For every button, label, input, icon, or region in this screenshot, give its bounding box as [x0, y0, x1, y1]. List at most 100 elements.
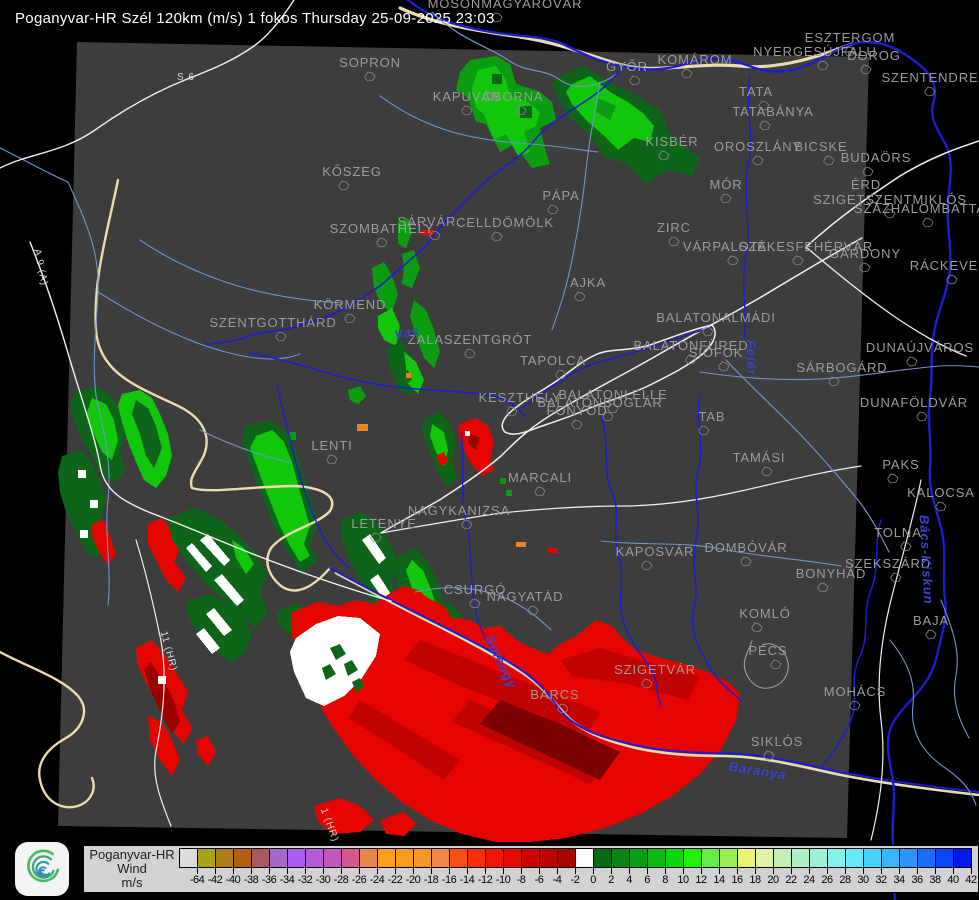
radar-echo [348, 700, 460, 780]
city-label: TAMÁSI [733, 450, 786, 465]
settlement-outline [668, 236, 680, 247]
radar-echo [92, 520, 116, 566]
stream-se-1 [889, 639, 977, 806]
legend-tick [881, 868, 882, 874]
city-label: RÁCKEVE [910, 258, 978, 273]
settlement-outline [718, 361, 730, 372]
legend-cell [233, 848, 252, 868]
legend-tick [395, 868, 396, 874]
radar-echo [86, 398, 118, 460]
settlement-outline [685, 354, 697, 365]
city-label: KÖRMEND [314, 297, 387, 312]
legend-cell [683, 848, 702, 868]
legend-tick [539, 868, 540, 874]
settlement-outline [823, 155, 835, 166]
city-label: LETENYE [351, 516, 417, 531]
radar-echo [380, 812, 416, 836]
radar-echo [516, 542, 526, 547]
settlement-outline [527, 605, 539, 616]
legend-cell [827, 848, 846, 868]
city-label: MOSONMAGYARÓVÁR [428, 0, 583, 11]
radar-echo [168, 508, 268, 628]
legend-cell [179, 848, 198, 868]
legend-value-label: 40 [947, 874, 959, 886]
radar-echo [404, 640, 600, 736]
city-label: MÓR [709, 177, 742, 192]
legend-tick [665, 868, 666, 874]
city-label: SZEKSZÁRD [845, 556, 931, 571]
legend-cell [449, 848, 468, 868]
legend-value-label: 16 [731, 874, 743, 886]
legend-tick [575, 868, 576, 874]
city-label: SÁRBOGÁRD [796, 360, 887, 375]
legend-value-label: 4 [626, 874, 632, 886]
legend-value-label: -20 [405, 874, 421, 886]
legend-cell [665, 848, 684, 868]
city-label: SIÓFOK [689, 345, 744, 360]
city-label: DUNAFÖLDVÁR [860, 395, 968, 410]
city-label: SZÉKESFEHÉRVÁR [739, 239, 873, 254]
settlement-outline [924, 86, 936, 97]
legend-value-label: 32 [875, 874, 887, 886]
legend-value-label: 14 [713, 874, 725, 886]
city-label: SIKLÓS [751, 734, 803, 749]
city-label: ZALASZENTGRÓT [408, 332, 532, 347]
city-label: KŐSZEG [322, 164, 382, 179]
settlement-outline [338, 180, 350, 191]
legend-cell [935, 848, 954, 868]
settlement-outline [868, 193, 880, 204]
legend-tick [719, 868, 720, 874]
legend-tick [827, 868, 828, 874]
settlement-outline [681, 68, 693, 79]
legend-tick [557, 868, 558, 874]
legend-tick [791, 868, 792, 874]
settlement-outline [629, 75, 641, 86]
settlement-outline [740, 556, 752, 567]
legend-value-label: -38 [243, 874, 259, 886]
city-label: KOMLÓ [739, 606, 790, 621]
settlement-outline [602, 411, 614, 422]
settlement-outline [849, 700, 861, 711]
radar-echo [596, 98, 616, 120]
legend-value-label: 38 [929, 874, 941, 886]
settlement-outline [574, 291, 586, 302]
city-label: KISBÉR [645, 134, 698, 149]
legend-cell [899, 848, 918, 868]
radar-echo [362, 534, 386, 564]
legend-cell [611, 848, 630, 868]
legend-cell [575, 848, 594, 868]
legend-value-label: 2 [608, 874, 614, 886]
legend-cell [413, 848, 432, 868]
radar-echo [148, 518, 186, 592]
city-label: KAPOSVÁR [616, 544, 695, 559]
settlement-outline [364, 71, 376, 82]
legend-cell [377, 848, 396, 868]
county-tolna-border [691, 394, 742, 702]
legend-value-label: 24 [803, 874, 815, 886]
legend-value-label: -18 [423, 874, 439, 886]
city-label: BALATONFÜRED [633, 338, 748, 353]
legend-title: Poganyvar-HR Wind m/s [86, 848, 178, 890]
road-s6 [0, 0, 295, 169]
city-label: SZOMBATHELY [330, 221, 435, 236]
legend-value-label: -14 [459, 874, 475, 886]
radar-echo [132, 400, 162, 468]
city-label: GYŐR [606, 59, 648, 74]
settlement-outline [887, 473, 899, 484]
legend-value-label: -10 [495, 874, 511, 886]
city-label: OROSZLÁNY [714, 139, 802, 154]
legend-tick [485, 868, 486, 874]
drava-border-road [334, 571, 979, 797]
product-title: Poganyvar-HR Szél 120km (m/s) 1 fokos Th… [15, 10, 495, 27]
city-label: SZENTGOTTHÁRD [209, 315, 336, 330]
legend-tick [755, 868, 756, 874]
legend-cell [845, 848, 864, 868]
settlement-outline [557, 703, 569, 714]
city-label: PÁPA [542, 188, 579, 203]
legend-cell [341, 848, 360, 868]
radar-echo [196, 628, 220, 654]
stream-koszeg [139, 239, 343, 304]
legend-value-label: 8 [662, 874, 668, 886]
city-label: FONYÓD [546, 403, 607, 418]
settlement-outline [641, 560, 653, 571]
